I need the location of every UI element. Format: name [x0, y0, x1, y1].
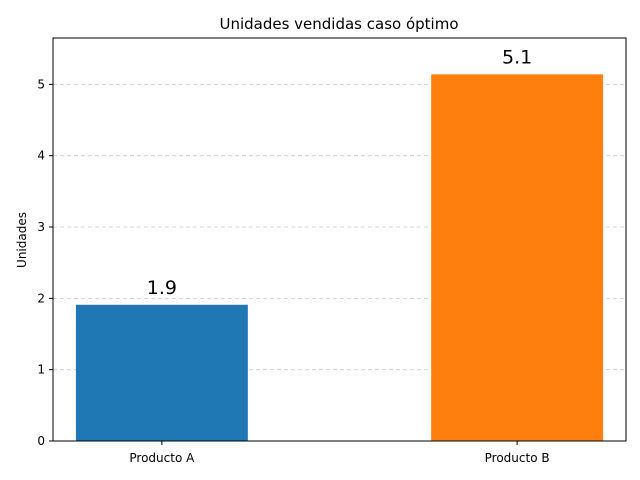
data-label-0: 1.9 — [147, 277, 177, 299]
y-axis-ticks: 0 1 2 3 4 5 — [37, 77, 53, 448]
y-tick-label: 5 — [37, 77, 45, 91]
y-tick-label: 4 — [37, 149, 45, 163]
data-labels: 1.9 5.1 — [147, 46, 532, 298]
bar-1 — [431, 74, 604, 442]
x-tick-label: Producto A — [129, 451, 195, 465]
bars — [75, 74, 604, 442]
plot-frame — [52, 37, 627, 442]
y-tick-label: 3 — [37, 220, 45, 234]
y-tick-label: 0 — [37, 434, 45, 448]
x-tick-label: Producto B — [485, 451, 550, 465]
y-tick-label: 1 — [37, 363, 45, 377]
bar-0 — [75, 304, 248, 441]
data-label-1: 5.1 — [502, 46, 532, 68]
y-axis-label: Unidades — [15, 212, 29, 268]
chart-title: Unidades vendidas caso óptimo — [219, 15, 458, 33]
y-tick-label: 2 — [37, 291, 45, 305]
x-axis-ticks: Producto A Producto B — [129, 441, 550, 465]
